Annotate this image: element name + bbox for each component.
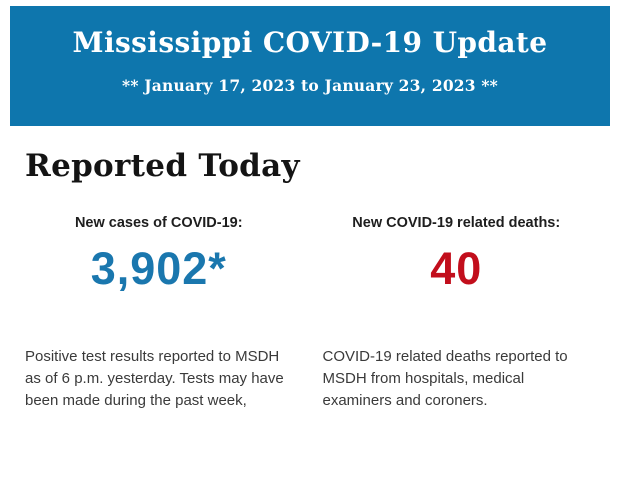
deaths-description: COVID-19 related deaths reported to MSDH…: [322, 348, 568, 409]
main-content: Reported Today New cases of COVID-19: 3,…: [0, 145, 620, 412]
header-banner: Mississippi COVID-19 Update ** January 1…: [10, 6, 610, 126]
deaths-value: 40: [430, 243, 483, 294]
cases-description: Positive test results reported to MSDH a…: [25, 348, 284, 409]
bulletin-page: Mississippi COVID-19 Update ** January 1…: [0, 6, 620, 489]
deaths-column: New COVID-19 related deaths: 40 COVID-19…: [323, 213, 591, 412]
cases-value: 3,902*: [90, 243, 227, 294]
stats-columns: New cases of COVID-19: 3,902* Positive t…: [25, 213, 590, 412]
deaths-label: New COVID-19 related deaths:: [352, 215, 561, 231]
page-title: Mississippi COVID-19 Update: [72, 26, 548, 59]
section-heading: Reported Today: [25, 148, 300, 184]
date-range: ** January 17, 2023 to January 23, 2023 …: [122, 76, 498, 95]
cases-column: New cases of COVID-19: 3,902* Positive t…: [25, 213, 293, 412]
cases-label: New cases of COVID-19:: [74, 215, 243, 231]
